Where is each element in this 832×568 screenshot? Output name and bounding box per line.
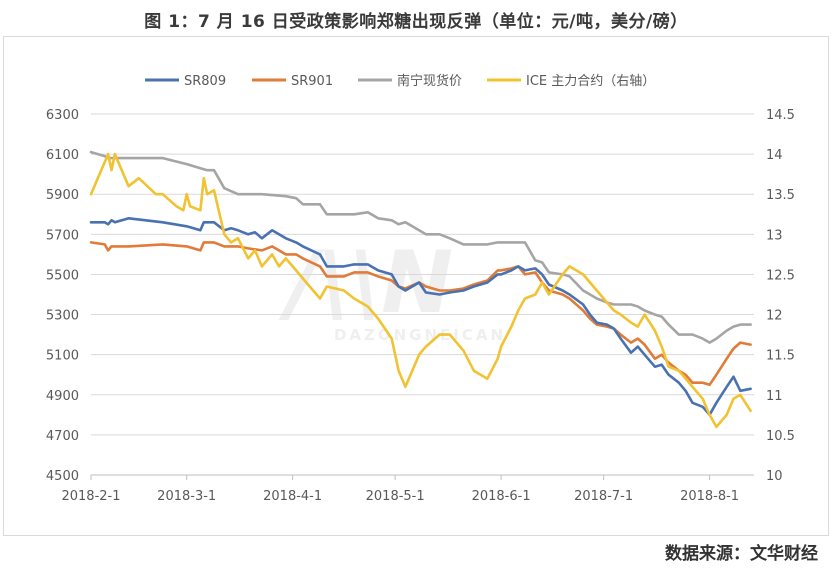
- left-axis-tick-label: 5700: [46, 228, 79, 243]
- series-line-1: [89, 241, 752, 387]
- left-axis-tick-label: 4500: [46, 469, 79, 484]
- series-line-0: [89, 217, 752, 417]
- left-axis-tick-label: 4700: [46, 429, 79, 444]
- x-axis-tick-label: 2018-3-1: [157, 489, 216, 504]
- right-axis-tick-label: 10.5: [766, 429, 795, 444]
- series-lines: [89, 150, 752, 429]
- left-axis-tick-label: 5500: [46, 268, 79, 283]
- x-axis-tick-label: 2018-4-1: [263, 489, 322, 504]
- right-axis-tick-label: 12.5: [766, 268, 795, 283]
- x-axis-tick-label: 2018-6-1: [472, 489, 531, 504]
- chart-title: 图 1：7 月 16 日受政策影响郑糖出现反弹（单位：元/吨，美分/磅）: [144, 12, 688, 32]
- left-axis-tick-label: 5900: [46, 188, 79, 203]
- x-axis-tick-label: 2018-2-1: [61, 489, 120, 504]
- legend-label: 南宁现货价: [397, 73, 462, 89]
- right-axis-tick-label: 14.5: [766, 108, 795, 123]
- data-source: 数据来源：文华财经: [665, 544, 818, 564]
- right-axis-tick-label: 11.5: [766, 349, 795, 364]
- legend: SR809 SR901 南宁现货价 ICE 主力合约（右轴）: [145, 73, 655, 89]
- chart-panel: [3, 36, 829, 536]
- axes: 4500 4700 4900 5100 5300 5500 5700 5900 6100 6300…: [46, 108, 795, 504]
- left-axis-tick-label: 4900: [46, 389, 79, 404]
- legend-label: SR901: [291, 74, 333, 89]
- right-axis-tick-label: 11: [766, 389, 783, 404]
- series-line-3: [89, 152, 752, 429]
- x-axis-tick-label: 2018-5-1: [366, 489, 425, 504]
- x-axis-tick-label: 2018-7-1: [574, 489, 633, 504]
- right-axis-tick-label: 13.5: [766, 188, 795, 203]
- series-line-2: [89, 150, 752, 344]
- legend-label: ICE 主力合约（右轴）: [526, 74, 655, 89]
- x-axis-tick-label: 2018-8-1: [680, 489, 739, 504]
- right-axis-tick-label: 13: [766, 228, 783, 243]
- left-axis-tick-label: 5300: [46, 309, 79, 324]
- left-axis-tick-label: 5100: [46, 349, 79, 364]
- right-axis-tick-label: 14: [766, 148, 783, 163]
- right-axis-tick-label: 10: [766, 469, 783, 484]
- watermark-text: DAZONGNEICAN: [334, 326, 506, 344]
- right-axis-tick-label: 12: [766, 309, 783, 324]
- left-axis-tick-label: 6300: [46, 108, 79, 123]
- left-axis-tick-label: 6100: [46, 148, 79, 163]
- legend-label: SR809: [184, 74, 226, 89]
